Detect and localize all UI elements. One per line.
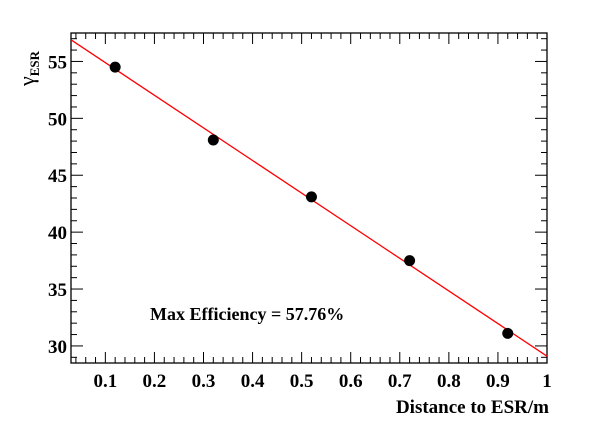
data-point: [305, 191, 317, 203]
x-tick-label: 0.9: [486, 371, 510, 392]
data-point: [207, 134, 219, 146]
y-axis-title: γESR: [14, 50, 42, 87]
x-tick-label: 0.3: [192, 371, 216, 392]
y-tick-label: 50: [48, 109, 67, 130]
x-axis-title: Distance to ESR/m: [396, 397, 549, 418]
data-point: [404, 255, 416, 267]
axis-ticks: [71, 33, 548, 363]
y-tick-labels: 30 35 40 45 50 55: [48, 52, 67, 357]
y-tick-label: 55: [48, 52, 67, 73]
y-tick-label: 35: [48, 280, 67, 301]
x-tick-label: 0.4: [241, 371, 265, 392]
x-tick-label: 0.8: [437, 371, 461, 392]
x-tick-label: 1: [542, 371, 552, 392]
x-tick-labels: 0.1 0.2 0.3 0.4 0.5 0.6 0.7 0.8 0.9 1: [93, 371, 551, 392]
x-tick-label: 0.2: [143, 371, 167, 392]
svg-text:γESR: γESR: [14, 50, 42, 87]
x-tick-label: 0.5: [290, 371, 314, 392]
data-points: [109, 61, 514, 339]
data-point: [502, 327, 514, 339]
x-tick-label: 0.1: [93, 371, 117, 392]
y-tick-label: 40: [48, 223, 67, 244]
annotation-text: Max Efficiency = 57.76%: [150, 304, 344, 324]
y-tick-label: 30: [48, 337, 67, 358]
x-tick-label: 0.7: [388, 371, 412, 392]
y-tick-label: 45: [48, 166, 67, 187]
x-tick-label: 0.6: [339, 371, 363, 392]
data-point: [109, 61, 121, 73]
y-axis-symbol: γ: [14, 76, 39, 87]
y-axis-subscript: ESR: [27, 50, 42, 76]
